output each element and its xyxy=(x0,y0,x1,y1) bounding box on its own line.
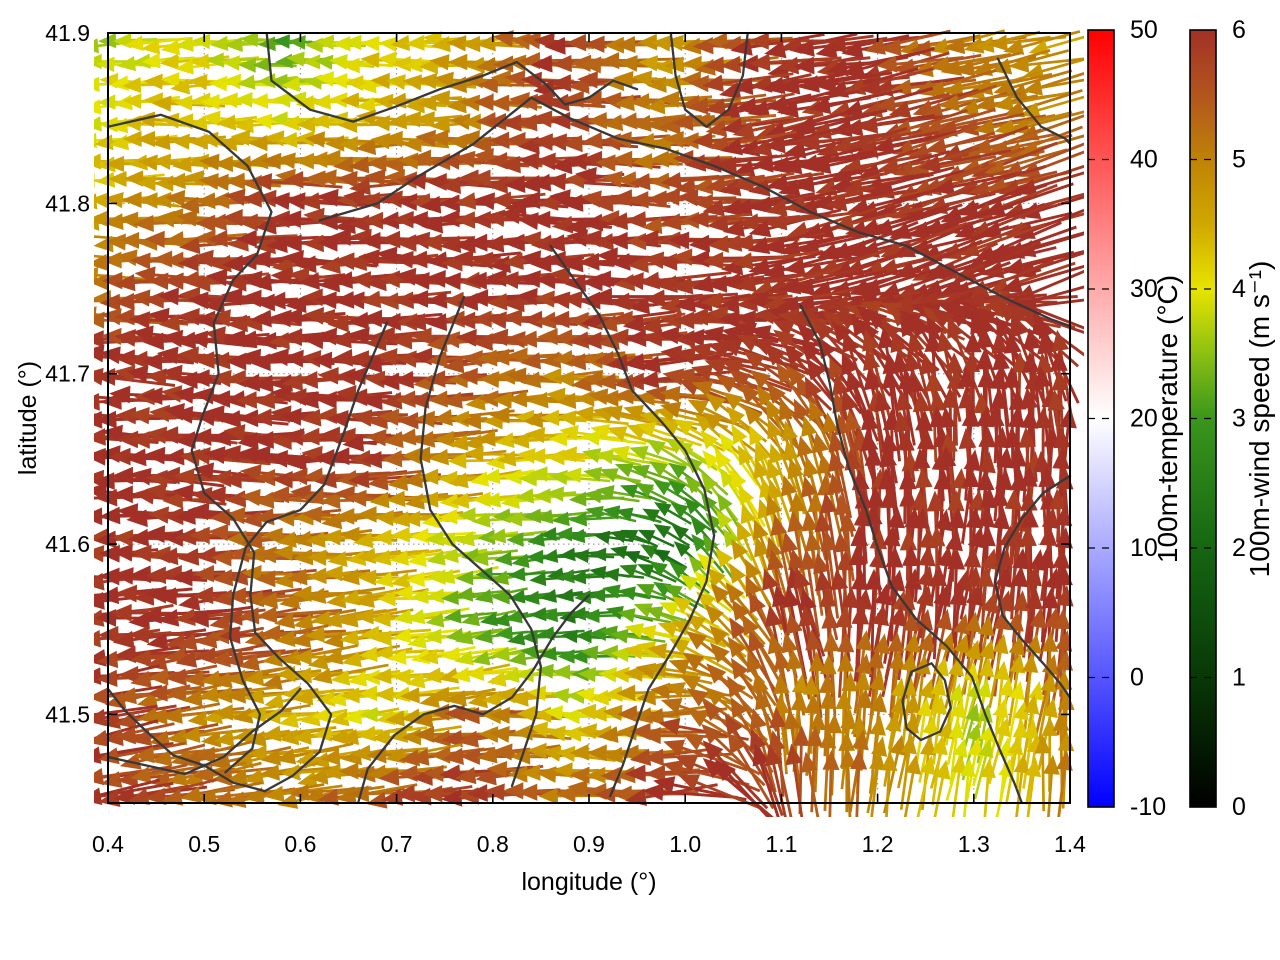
temperature-colorbar: 50 40 30 20 10 0 -10 xyxy=(1087,16,1166,821)
x-tick-label: 0.5 xyxy=(188,831,220,857)
temperature-colorbar-tick-label: 40 xyxy=(1130,146,1158,174)
x-tick-label: 1.1 xyxy=(765,831,797,857)
temperature-colorbar-tick-label: 30 xyxy=(1130,275,1158,303)
x-tick-label: 1.4 xyxy=(1054,831,1086,857)
x-tick-label: 1.0 xyxy=(669,831,701,857)
plot-frame xyxy=(107,32,1071,804)
y-tick-label: 41.8 xyxy=(45,190,90,216)
x-tick-label: 0.6 xyxy=(284,831,316,857)
wind-speed-colorbar-tick-label: 5 xyxy=(1232,146,1246,174)
temperature-colorbar-tick-label: 50 xyxy=(1130,16,1158,44)
x-tick-label: 0.7 xyxy=(381,831,413,857)
y-tick-label: 41.6 xyxy=(45,531,90,557)
wind-speed-colorbar-tick-label: 3 xyxy=(1232,405,1246,433)
temperature-colorbar-tick-label: 10 xyxy=(1130,534,1158,562)
temperature-colorbar-tick-label: 20 xyxy=(1130,405,1158,433)
x-tick-label: 0.4 xyxy=(92,831,124,857)
wind-speed-colorbar-tick-label: 1 xyxy=(1232,664,1246,692)
y-tick-label: 41.5 xyxy=(45,701,90,727)
x-axis-label: longitude (°) xyxy=(521,868,656,896)
wind-speed-colorbar-tick-label: 4 xyxy=(1232,275,1246,303)
y-tick-label: 41.9 xyxy=(45,20,90,46)
axis-tick-labels: 0.4 0.5 0.6 0.7 0.8 0.9 1.0 1.1 1.2 1.3 1.4 41.5 41.… xyxy=(45,20,1086,857)
wind-speed-colorbar-label: 100m-wind speed (m s⁻¹) xyxy=(1244,261,1275,578)
boundary-contours xyxy=(106,31,1072,805)
wind-speed-colorbar-tick-label: 6 xyxy=(1232,16,1246,44)
y-tick-label: 41.7 xyxy=(45,361,90,387)
wind-speed-colorbar-tick-label: 0 xyxy=(1232,793,1246,821)
arrow-field xyxy=(94,29,1084,817)
wind-speed-colorbar-tick-label: 2 xyxy=(1232,534,1246,562)
temperature-colorbar-tick-label: -10 xyxy=(1130,793,1166,821)
temperature-colorbar-label: 100m-temperature (°C) xyxy=(1152,275,1183,563)
wind-speed-colorbar: 6 5 4 3 2 1 0 xyxy=(1189,16,1246,821)
y-axis-label: latitude (°) xyxy=(14,361,42,475)
x-tick-label: 0.9 xyxy=(573,831,605,857)
x-tick-label: 0.8 xyxy=(477,831,509,857)
x-tick-label: 1.3 xyxy=(958,831,990,857)
temperature-colorbar-tick-label: 0 xyxy=(1130,664,1144,692)
x-tick-label: 1.2 xyxy=(862,831,894,857)
